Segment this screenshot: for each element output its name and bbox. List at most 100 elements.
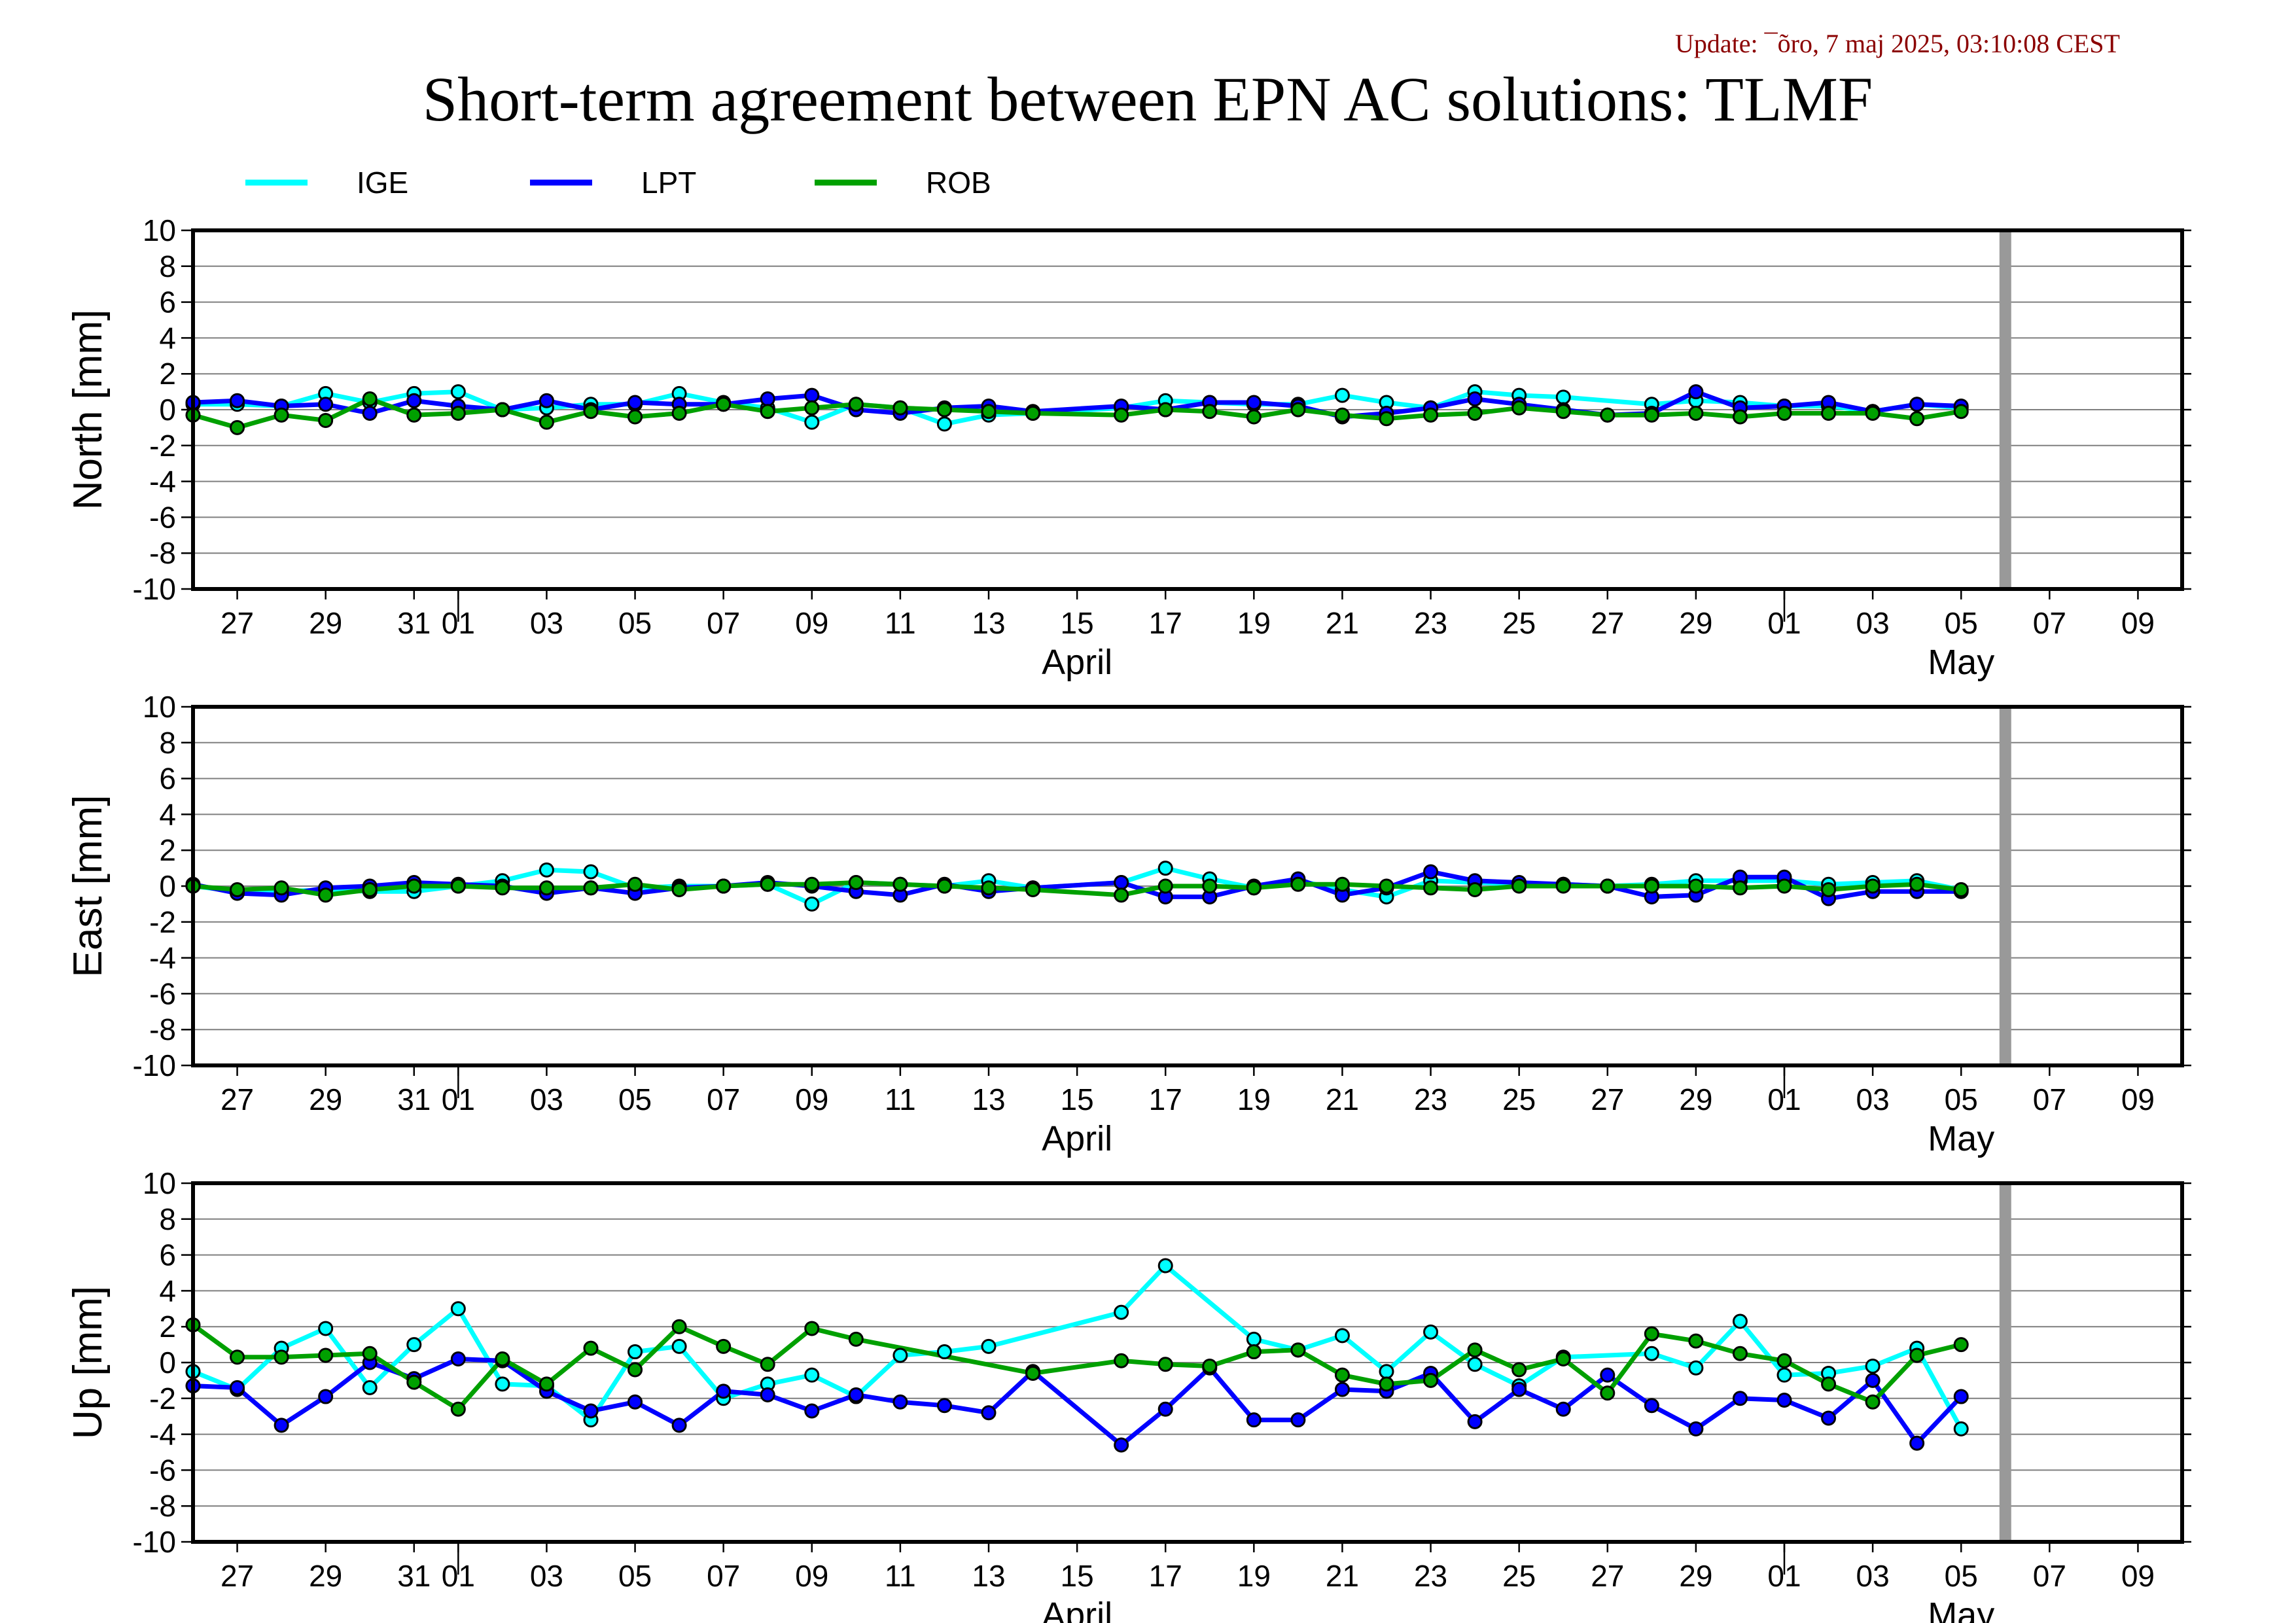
data-point-rob <box>1246 1344 1262 1360</box>
data-point-lpt <box>1334 1382 1350 1397</box>
data-point-ige <box>892 1347 908 1363</box>
data-point-lpt <box>1290 1412 1306 1428</box>
data-point-rob <box>892 876 908 892</box>
data-point-ige <box>1776 1367 1792 1383</box>
y-axis-label: East [mm] <box>65 794 111 977</box>
data-point-ige <box>318 1321 334 1336</box>
y-tick-label: 6 <box>159 1238 176 1272</box>
data-point-lpt <box>1246 395 1262 410</box>
data-point-rob <box>1025 1365 1041 1381</box>
x-tick-label: 23 <box>1414 606 1447 640</box>
y-tick-label: -10 <box>133 572 176 606</box>
y-tick-label: -4 <box>149 941 176 975</box>
data-point-rob <box>1334 876 1350 892</box>
data-point-rob <box>1953 1337 1969 1353</box>
x-tick-label: 31 <box>397 1559 431 1593</box>
data-point-rob <box>1688 405 1704 421</box>
data-point-lpt <box>1821 1410 1837 1426</box>
x-tick-label: 19 <box>1237 606 1271 640</box>
data-point-rob <box>1555 404 1571 419</box>
data-point-rob <box>1379 878 1394 894</box>
data-point-lpt <box>406 393 422 408</box>
data-point-rob <box>804 1321 820 1336</box>
y-tick-label: -4 <box>149 1418 176 1452</box>
y-tick-label: 8 <box>159 726 176 760</box>
data-point-rob <box>1467 1342 1483 1358</box>
data-point-ige <box>1953 1421 1969 1436</box>
data-point-rob <box>1202 1358 1218 1374</box>
current-date-marker <box>1999 707 2011 1065</box>
data-point-rob <box>760 876 775 892</box>
data-point-ige <box>1644 1346 1659 1361</box>
data-point-lpt <box>362 405 378 421</box>
data-point-lpt <box>1865 1372 1881 1388</box>
x-tick-label: 31 <box>397 1082 431 1116</box>
data-point-rob <box>230 882 245 897</box>
x-tick-label: 05 <box>618 1082 652 1116</box>
data-point-rob <box>1909 411 1925 427</box>
chart-title: Short-term agreement between EPN AC solu… <box>423 64 1873 134</box>
data-point-rob <box>1157 1357 1173 1372</box>
data-point-rob <box>1865 1394 1881 1410</box>
panel-frame <box>191 705 2184 1067</box>
data-point-ige <box>981 1338 997 1354</box>
data-point-lpt <box>1467 1414 1483 1429</box>
data-point-rob <box>539 1376 554 1392</box>
data-point-rob <box>1334 1367 1350 1383</box>
x-tick-label: 11 <box>885 1559 916 1593</box>
data-point-rob <box>1511 400 1527 416</box>
data-point-lpt <box>936 1398 952 1414</box>
x-tick-label: 29 <box>309 1082 342 1116</box>
data-point-ige <box>936 416 952 432</box>
data-point-lpt <box>981 1405 997 1421</box>
y-tick-label: -8 <box>149 1012 176 1046</box>
y-tick-label: 8 <box>159 1202 176 1236</box>
data-point-rob <box>848 875 864 891</box>
month-label: April <box>1042 643 1112 682</box>
data-point-ige <box>804 896 820 912</box>
data-point-rob <box>1821 882 1837 897</box>
data-point-lpt <box>627 395 643 410</box>
x-tick-label: 11 <box>885 606 916 640</box>
data-point-rob <box>1246 880 1262 896</box>
y-tick-label: -6 <box>149 976 176 1010</box>
data-point-rob <box>1379 1376 1394 1392</box>
data-point-rob <box>362 882 378 897</box>
y-tick-label: 10 <box>143 1166 176 1200</box>
data-point-rob <box>1732 1346 1748 1361</box>
data-point-rob <box>1600 878 1616 894</box>
series-line-rob <box>192 397 1962 430</box>
data-point-lpt <box>892 1394 908 1410</box>
data-point-rob <box>1025 882 1041 897</box>
data-point-rob <box>848 397 864 412</box>
data-point-rob <box>1202 404 1218 419</box>
data-point-rob <box>1114 887 1129 903</box>
y-tick-label: 2 <box>159 357 176 391</box>
x-tick-label: 27 <box>221 606 254 640</box>
x-tick-label: 05 <box>1945 1082 1978 1116</box>
data-point-lpt <box>1114 1437 1129 1453</box>
x-tick-label: 29 <box>1679 1559 1712 1593</box>
data-point-ige <box>450 1301 466 1317</box>
data-point-lpt <box>450 1351 466 1367</box>
x-tick-label: 21 <box>1326 1082 1359 1116</box>
data-point-rob <box>1688 878 1704 894</box>
data-point-rob <box>1025 405 1041 421</box>
x-tick-label: 21 <box>1326 606 1359 640</box>
x-tick-label: 03 <box>530 1559 563 1593</box>
data-point-rob <box>1953 882 1969 897</box>
data-point-rob <box>1511 878 1527 894</box>
y-tick-label: 6 <box>159 762 176 796</box>
y-tick-label: 6 <box>159 285 176 319</box>
data-point-lpt <box>539 393 554 408</box>
data-point-rob <box>848 1331 864 1347</box>
data-point-rob <box>1909 1347 1925 1363</box>
data-point-rob <box>760 1357 775 1372</box>
data-point-ige <box>362 1380 378 1395</box>
data-point-rob <box>230 419 245 435</box>
x-tick-label: 03 <box>1856 1082 1890 1116</box>
data-point-rob <box>981 880 997 896</box>
panel-frame <box>191 228 2184 591</box>
month-label: May <box>1928 1119 1994 1158</box>
